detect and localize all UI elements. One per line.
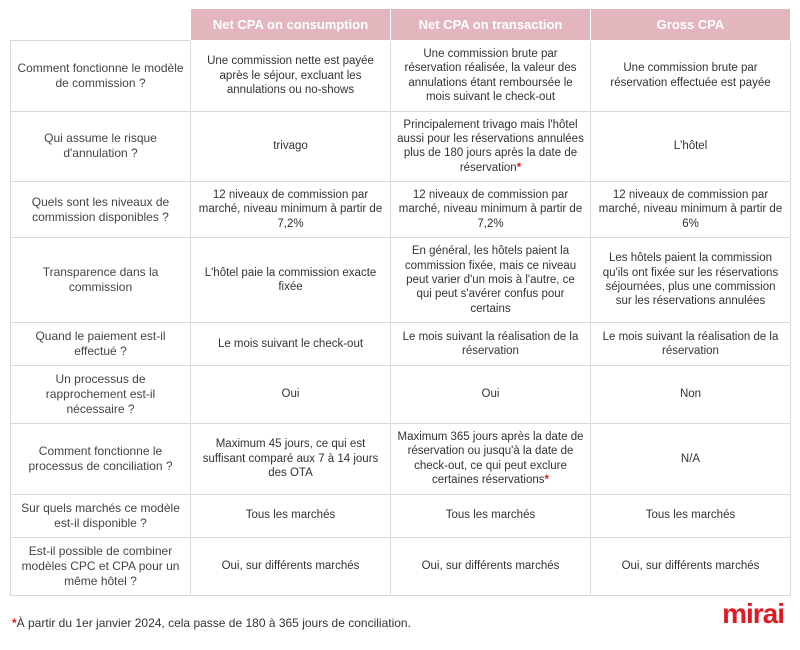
table-cell: Tous les marchés: [591, 494, 791, 537]
cell-text: Maximum 365 jours après la date de réser…: [397, 431, 583, 486]
mirai-logo: mirai: [722, 596, 784, 630]
footnote-text: À partir du 1er janvier 2024, cela passe…: [17, 616, 411, 630]
row-label: Comment fonctionne le processus de conci…: [11, 424, 191, 495]
cell-text: Principalement trivago mais l'hôtel auss…: [397, 119, 584, 174]
table-cell: Le mois suivant la réalisation de la rés…: [391, 323, 591, 366]
table-cell: 12 niveaux de commission par marché, niv…: [391, 182, 591, 238]
table-cell: Une commission nette est payée après le …: [191, 41, 391, 112]
table-row: Qui assume le risque d'annulation ? triv…: [11, 111, 791, 182]
table-cell: Maximum 45 jours, ce qui est suffisant c…: [191, 424, 391, 495]
row-label: Quand le paiement est-il effectué ?: [11, 323, 191, 366]
col-header-2: Net CPA on transaction: [391, 9, 591, 41]
table-body: Comment fonctionne le modèle de commissi…: [11, 41, 791, 596]
col-header-3: Gross CPA: [591, 9, 791, 41]
row-label: Un processus de rapprochement est-il néc…: [11, 366, 191, 424]
table-row: Quels sont les niveaux de commission dis…: [11, 182, 791, 238]
table-cell: Une commission brute par réservation réa…: [391, 41, 591, 112]
table-cell: N/A: [591, 424, 791, 495]
table-cell: Oui, sur différents marchés: [391, 537, 591, 595]
col-header-1: Net CPA on consumption: [191, 9, 391, 41]
table-row: Transparence dans la commission L'hôtel …: [11, 238, 791, 323]
header-row: Net CPA on consumption Net CPA on transa…: [11, 9, 791, 41]
table-row: Comment fonctionne le processus de conci…: [11, 424, 791, 495]
row-label: Transparence dans la commission: [11, 238, 191, 323]
table-cell: Oui, sur différents marchés: [591, 537, 791, 595]
table-cell: L'hôtel: [591, 111, 791, 182]
table-cell: 12 niveaux de commission par marché, niv…: [591, 182, 791, 238]
empty-corner: [11, 9, 191, 41]
row-label: Comment fonctionne le modèle de commissi…: [11, 41, 191, 112]
asterisk-icon: *: [545, 474, 549, 486]
row-label: Est-il possible de combiner modèles CPC …: [11, 537, 191, 595]
table-cell: Tous les marchés: [391, 494, 591, 537]
logo-text: mirai: [722, 598, 784, 629]
table-cell: Oui, sur différents marchés: [191, 537, 391, 595]
row-label: Sur quels marchés ce modèle est-il dispo…: [11, 494, 191, 537]
table-row: Est-il possible de combiner modèles CPC …: [11, 537, 791, 595]
comparison-table: Net CPA on consumption Net CPA on transa…: [10, 8, 791, 596]
table-cell: L'hôtel paie la commission exacte fixée: [191, 238, 391, 323]
row-label: Quels sont les niveaux de commission dis…: [11, 182, 191, 238]
table-cell: Maximum 365 jours après la date de réser…: [391, 424, 591, 495]
table-cell: trivago: [191, 111, 391, 182]
table-cell: Les hôtels paient la commission qu'ils o…: [591, 238, 791, 323]
table-row: Sur quels marchés ce modèle est-il dispo…: [11, 494, 791, 537]
row-label: Qui assume le risque d'annulation ?: [11, 111, 191, 182]
table-cell: Une commission brute par réservation eff…: [591, 41, 791, 112]
table-row: Un processus de rapprochement est-il néc…: [11, 366, 791, 424]
table-cell: Le mois suivant le check-out: [191, 323, 391, 366]
table-cell: Principalement trivago mais l'hôtel auss…: [391, 111, 591, 182]
table-cell: Non: [591, 366, 791, 424]
table-cell: Le mois suivant la réalisation de la rés…: [591, 323, 791, 366]
table-row: Comment fonctionne le modèle de commissi…: [11, 41, 791, 112]
footnote: *À partir du 1er janvier 2024, cela pass…: [10, 608, 411, 630]
table-wrapper: Net CPA on consumption Net CPA on transa…: [0, 0, 800, 630]
footer: *À partir du 1er janvier 2024, cela pass…: [10, 596, 790, 630]
table-cell: Oui: [391, 366, 591, 424]
table-cell: En général, les hôtels paient la commiss…: [391, 238, 591, 323]
table-row: Quand le paiement est-il effectué ? Le m…: [11, 323, 791, 366]
table-cell: Oui: [191, 366, 391, 424]
table-cell: 12 niveaux de commission par marché, niv…: [191, 182, 391, 238]
table-cell: Tous les marchés: [191, 494, 391, 537]
asterisk-icon: *: [517, 162, 521, 174]
